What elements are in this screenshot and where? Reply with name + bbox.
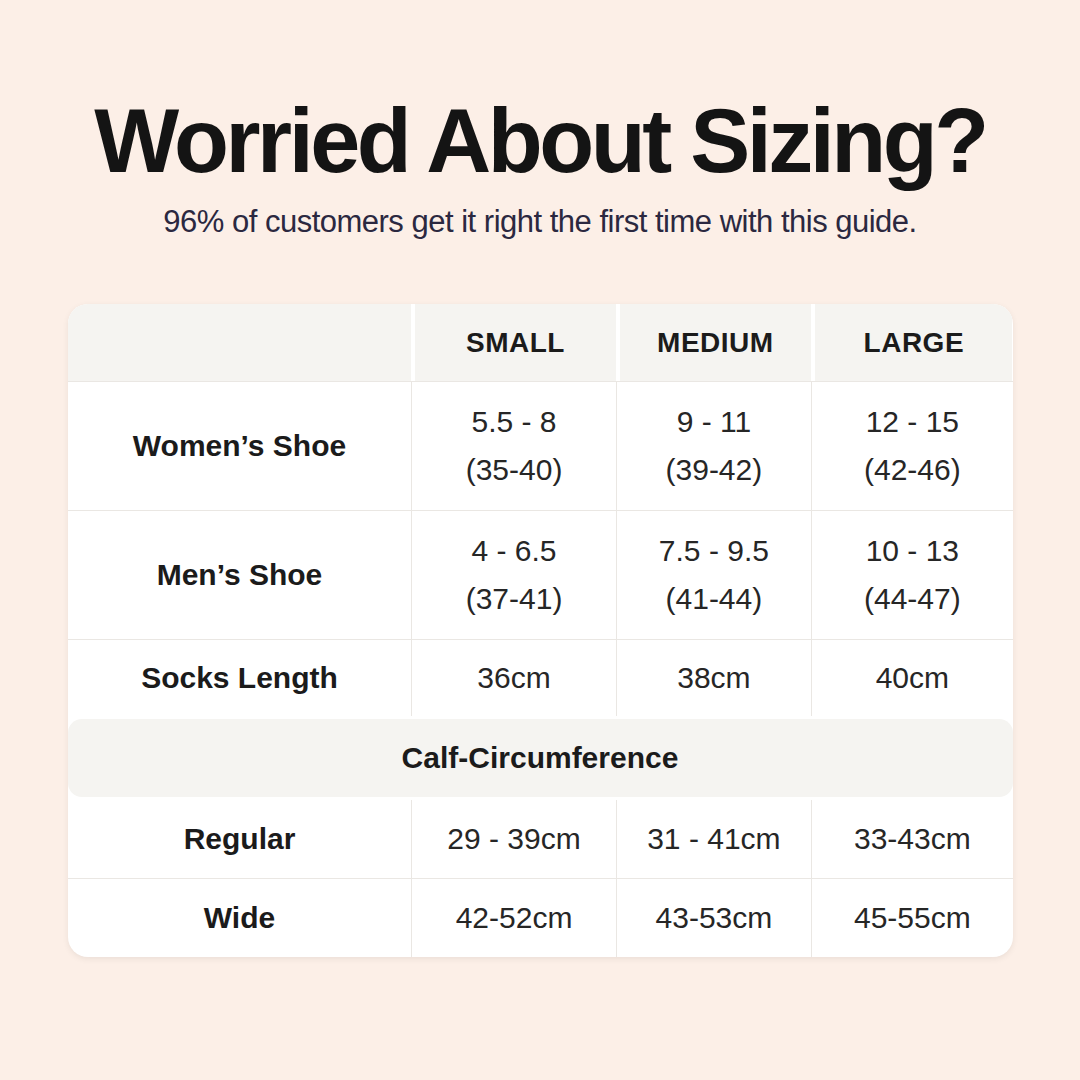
cell-small: 29 - 39cm (411, 800, 615, 878)
cell-line: 12 - 15 (866, 398, 959, 446)
column-header-large: LARGE (811, 304, 1012, 381)
table-row-regular: Regular 29 - 39cm 31 - 41cm 33-43cm (68, 800, 1013, 878)
cell-small: 4 - 6.5 (37-41) (411, 511, 615, 639)
section-header-calf-circumference: Calf-Circumference (68, 719, 1013, 797)
cell-line: (42-46) (864, 446, 961, 494)
cell-medium: 7.5 - 9.5 (41-44) (616, 511, 812, 639)
row-label: Socks Length (68, 640, 412, 716)
cell-line: (39-42) (666, 446, 763, 494)
row-label: Wide (68, 879, 412, 957)
cell-line: 4 - 6.5 (471, 527, 556, 575)
column-header-medium: MEDIUM (616, 304, 812, 381)
cell-line: 31 - 41cm (647, 815, 780, 863)
cell-small: 42-52cm (411, 879, 615, 957)
table-header-row: SMALL MEDIUM LARGE (68, 304, 1013, 381)
cell-large: 45-55cm (811, 879, 1012, 957)
table-row-mens-shoe: Men’s Shoe 4 - 6.5 (37-41) 7.5 - 9.5 (41… (68, 510, 1013, 639)
page-subtitle: 96% of customers get it right the first … (0, 204, 1080, 240)
cell-line: 43-53cm (656, 894, 773, 942)
row-label: Women’s Shoe (68, 382, 412, 510)
size-guide-page: Worried About Sizing? 96% of customers g… (0, 0, 1080, 1080)
cell-line: 42-52cm (456, 894, 573, 942)
cell-line: (44-47) (864, 575, 961, 623)
size-table: SMALL MEDIUM LARGE Women’s Shoe 5.5 - 8 … (68, 304, 1013, 957)
cell-line: (41-44) (666, 575, 763, 623)
cell-line: 33-43cm (854, 815, 971, 863)
table-row-socks-length: Socks Length 36cm 38cm 40cm (68, 639, 1013, 716)
cell-line: 5.5 - 8 (471, 398, 556, 446)
row-label: Men’s Shoe (68, 511, 412, 639)
cell-line: (37-41) (466, 575, 563, 623)
cell-line: 45-55cm (854, 894, 971, 942)
cell-line: 40cm (876, 654, 949, 702)
cell-line: 9 - 11 (677, 398, 752, 446)
table-row-womens-shoe: Women’s Shoe 5.5 - 8 (35-40) 9 - 11 (39-… (68, 381, 1013, 510)
cell-line: 10 - 13 (866, 527, 959, 575)
table-row-wide: Wide 42-52cm 43-53cm 45-55cm (68, 878, 1013, 957)
row-label: Regular (68, 800, 412, 878)
cell-large: 10 - 13 (44-47) (811, 511, 1012, 639)
cell-line: 38cm (677, 654, 750, 702)
column-header-small: SMALL (411, 304, 615, 381)
column-header-empty (68, 304, 412, 381)
cell-small: 36cm (411, 640, 615, 716)
cell-line: 7.5 - 9.5 (659, 527, 769, 575)
cell-medium: 43-53cm (616, 879, 812, 957)
cell-medium: 38cm (616, 640, 812, 716)
cell-medium: 9 - 11 (39-42) (616, 382, 812, 510)
cell-large: 33-43cm (811, 800, 1012, 878)
cell-large: 12 - 15 (42-46) (811, 382, 1012, 510)
cell-line: (35-40) (466, 446, 563, 494)
cell-small: 5.5 - 8 (35-40) (411, 382, 615, 510)
cell-line: 29 - 39cm (447, 815, 580, 863)
cell-line: 36cm (477, 654, 550, 702)
cell-large: 40cm (811, 640, 1012, 716)
page-title: Worried About Sizing? (0, 0, 1080, 186)
cell-medium: 31 - 41cm (616, 800, 812, 878)
